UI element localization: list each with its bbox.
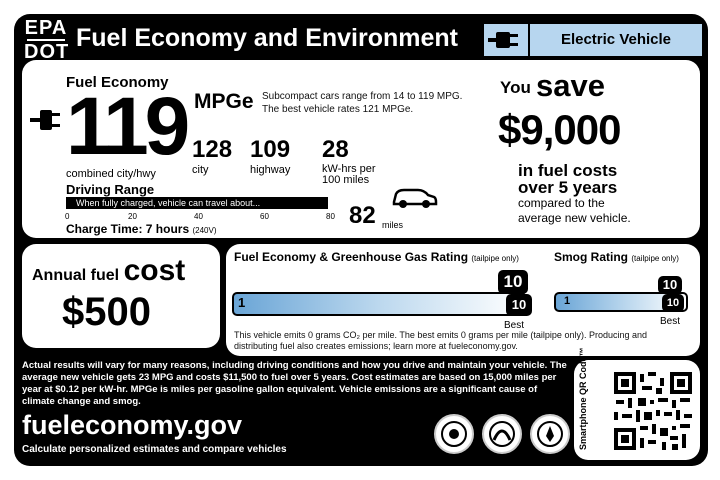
label-title: Fuel Economy and Environment xyxy=(76,24,458,52)
savings-line1: in fuel costs xyxy=(518,161,618,180)
smog-rating-scale: 1 xyxy=(554,292,688,312)
plug-icon xyxy=(28,108,62,137)
fuel-economy-panel: Fuel Economy 119 MPGe Subcompact cars ra… xyxy=(22,60,700,238)
charge-time: Charge Time: 7 hours (240V) xyxy=(66,222,217,236)
ghg-rating-title: Fuel Economy & Greenhouse Gas Rating (ta… xyxy=(234,250,519,264)
ratings-panel: Fuel Economy & Greenhouse Gas Rating (ta… xyxy=(226,244,700,356)
annual-fuel-text: Annual fuel xyxy=(32,267,120,284)
savings-box: You save $9,000 in fuel costs over 5 yea… xyxy=(490,68,686,230)
disclaimer: Actual results will vary for many reason… xyxy=(22,360,567,407)
smog-rating-title: Smog Rating (tailpipe only) xyxy=(554,250,679,264)
range-tick: 20 xyxy=(128,212,137,221)
class-comparison: Subcompact cars range from 14 to 119 MPG… xyxy=(262,90,472,116)
fuel-economy-label: EPA DOT Fuel Economy and Environment Ele… xyxy=(14,14,708,466)
combined-label: combined city/hwy xyxy=(66,168,156,180)
class-range-text: Subcompact cars range from 14 to 119 MPG… xyxy=(262,91,463,102)
save-text: save xyxy=(536,68,605,103)
kwh-value: 28 xyxy=(322,136,349,163)
dot-text: DOT xyxy=(24,41,70,63)
ghg-rating-marker: 10 xyxy=(498,270,528,294)
website-subtitle: Calculate personalized estimates and com… xyxy=(22,444,287,455)
ghg-scale-min: 1 xyxy=(238,295,246,310)
car-icon xyxy=(390,184,438,215)
savings-line3: compared to the xyxy=(518,196,605,210)
range-tick: 60 xyxy=(260,212,269,221)
savings-line2: over 5 years xyxy=(518,178,618,197)
ghg-title-note: (tailpipe only) xyxy=(471,254,519,263)
qr-label: Smartphone QR Code™ xyxy=(578,347,588,450)
annual-cost-amount: $500 xyxy=(62,290,151,334)
ghg-title-text: Fuel Economy & Greenhouse Gas Rating xyxy=(234,250,469,264)
ghg-best-label: Best xyxy=(504,320,525,331)
charge-time-label: Charge Time: 7 hours xyxy=(66,222,190,236)
highway-label: highway xyxy=(250,164,291,176)
epa-dot-logo: EPA DOT xyxy=(24,18,68,62)
you-text: You xyxy=(500,78,531,97)
annual-cost-panel: Annual fuel cost $500 xyxy=(22,244,220,348)
mpge-value: 119 xyxy=(66,81,190,172)
smog-title-text: Smog Rating xyxy=(554,250,628,264)
best-vehicle-text: The best vehicle rates 121 MPGe. xyxy=(262,104,414,115)
savings-comparison: compared to the average new vehicle. xyxy=(518,196,631,226)
savings-description: in fuel costs over 5 years xyxy=(518,162,617,196)
ghg-rating-scale: 1 xyxy=(232,292,526,316)
epa-text: EPA xyxy=(24,17,68,39)
savings-line4: average new vehicle. xyxy=(518,211,631,225)
website-link[interactable]: fueleconomy.gov xyxy=(22,410,243,440)
city-label: city xyxy=(192,164,209,176)
range-tick: 0 xyxy=(65,212,70,221)
vehicle-type-badge: Electric Vehicle xyxy=(530,24,702,56)
cost-text: cost xyxy=(123,254,186,287)
city-value: 128 xyxy=(192,136,233,163)
plug-icon xyxy=(484,24,528,56)
fuel-economy-title: Fuel Economy xyxy=(66,74,169,91)
dot-seal-icon xyxy=(482,414,522,454)
savings-amount: $9,000 xyxy=(498,106,621,153)
range-value: 82 xyxy=(349,202,376,229)
highway-value: 109 xyxy=(250,136,291,163)
mpge-unit: MPGe xyxy=(194,90,254,113)
epa-seal-icon xyxy=(434,414,474,454)
ghg-scale-max: 10 xyxy=(506,294,532,316)
range-bar: When fully charged, vehicle can travel a… xyxy=(66,197,328,209)
energy-consumption: 28 kW-hrs per 100 miles xyxy=(322,136,376,186)
driving-range-title: Driving Range xyxy=(66,182,155,197)
smog-title-note: (tailpipe only) xyxy=(631,254,679,263)
range-unit: miles xyxy=(382,220,404,230)
smog-best-label: Best xyxy=(660,316,681,327)
emissions-note: This vehicle emits 0 grams CO₂ per mile.… xyxy=(234,330,647,351)
charge-voltage: (240V) xyxy=(192,226,217,235)
city-mpge: 128 city xyxy=(192,136,232,176)
qr-panel: Smartphone QR Code™ xyxy=(574,347,700,460)
range-tick: 40 xyxy=(194,212,203,221)
qr-code-icon[interactable] xyxy=(612,370,694,452)
smog-scale-max: 10 xyxy=(662,294,684,312)
smog-scale-min: 1 xyxy=(564,295,571,307)
smog-rating-marker: 10 xyxy=(658,276,682,294)
kwh-label-line1: kW-hrs per xyxy=(322,163,376,175)
range-tick: 80 xyxy=(326,212,335,221)
kwh-label-line2: 100 miles xyxy=(322,174,370,186)
highway-mpge: 109 highway xyxy=(250,136,290,176)
annual-cost-title: Annual fuel cost xyxy=(32,254,185,288)
doe-seal-icon xyxy=(530,414,570,454)
